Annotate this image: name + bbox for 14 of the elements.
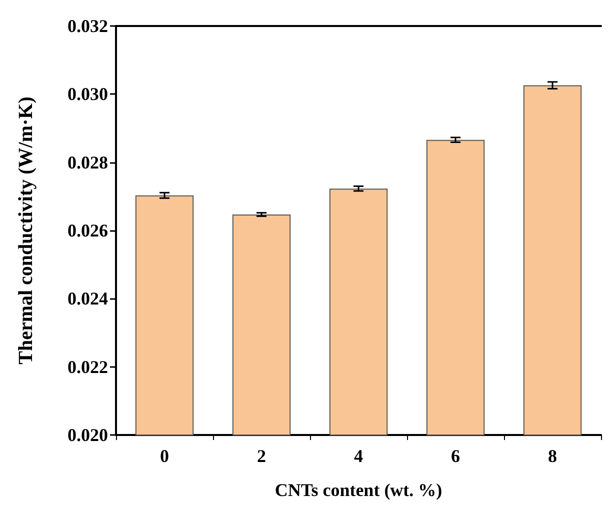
x-tick-label: 6 [451,446,460,466]
x-axis-title: CNTs content (wt. %) [274,480,442,500]
y-tick-label: 0.022 [68,356,108,377]
x-tick-label: 2 [257,446,266,466]
y-tick-label: 0.028 [68,152,108,172]
x-tick-label: 4 [354,446,363,466]
y-axis-title: Thermal conductivity (W/m·K) [15,96,37,364]
y-tick-label: 0.024 [68,288,108,309]
y-tick-label: 0.030 [68,84,108,104]
x-tick-label: 0 [160,446,169,466]
y-tick-label: 0.020 [68,425,108,445]
x-tick-label: 8 [548,446,557,466]
y-tick-label: 0.026 [68,220,108,240]
y-tick-label: 0.032 [68,16,108,36]
